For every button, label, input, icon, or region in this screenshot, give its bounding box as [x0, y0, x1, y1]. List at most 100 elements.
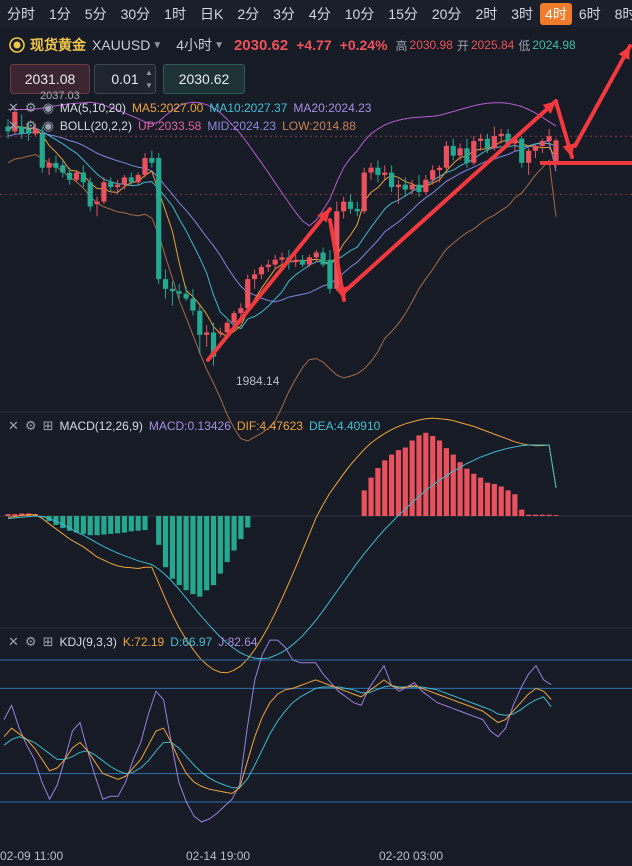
candle-body [272, 259, 278, 265]
candle-body [80, 172, 86, 183]
candle-body [224, 322, 230, 333]
candle-body [430, 170, 436, 180]
j-line [3, 639, 552, 823]
chevron-down-icon[interactable]: ▼ [145, 81, 153, 90]
macd-bar [108, 516, 114, 534]
macd-bar [115, 516, 121, 534]
tab-3[interactable]: 30分 [120, 6, 151, 22]
macd-bar [361, 490, 367, 516]
candle-body [101, 182, 107, 202]
candle-body [512, 138, 518, 144]
tab-11[interactable]: 20分 [431, 6, 462, 22]
macd-bar [505, 490, 511, 516]
tab-4[interactable]: 1时 [164, 6, 186, 22]
open-label: 开 [456, 38, 469, 53]
candle-body [313, 252, 319, 258]
tab-1[interactable]: 1分 [49, 6, 71, 22]
tab-5[interactable]: 日K [199, 6, 224, 22]
candle-body [457, 148, 463, 156]
quantity-stepper[interactable]: ▲ ▼ [144, 66, 154, 92]
close-icon[interactable]: ✕ [8, 118, 19, 133]
quantity-input[interactable]: 0.01 [94, 64, 156, 94]
candle-body [121, 177, 128, 185]
candle-body [498, 133, 504, 137]
candle-body [231, 313, 237, 323]
tab-8[interactable]: 4分 [308, 6, 331, 22]
tab-12[interactable]: 2时 [475, 6, 498, 22]
eye-icon[interactable]: ◉ [42, 118, 54, 133]
candle-body [464, 148, 470, 163]
ma20-value: MA20:2024.23 [293, 101, 372, 115]
candle-body [149, 158, 155, 163]
settings-icon[interactable]: ⚙ [24, 418, 37, 433]
tab-16[interactable]: 8时 [614, 6, 632, 22]
macd-bar [60, 516, 66, 529]
candle-body [87, 182, 93, 207]
chevron-up-icon[interactable]: ▲ [145, 68, 153, 77]
settings-icon[interactable]: ⚙ [24, 634, 37, 649]
candle-body [245, 279, 251, 309]
macd-bar [101, 516, 107, 535]
settings-icon[interactable]: ⚙ [24, 100, 37, 115]
eye-icon[interactable]: ◉ [42, 100, 54, 115]
d-line [3, 685, 552, 789]
tab-2[interactable]: 5分 [84, 6, 107, 22]
candle-body [115, 184, 121, 188]
ma-legend: ✕ ⚙ ◉ MA(5,10,20) MA5:2027.00 MA10:2027.… [8, 100, 377, 116]
tab-13[interactable]: 3时 [511, 6, 534, 22]
macd-bar [526, 514, 532, 516]
period-chevron-icon[interactable]: ▼ [214, 39, 224, 51]
macd-bar [532, 514, 539, 516]
close-icon[interactable]: ✕ [8, 634, 19, 649]
instrument-symbol[interactable]: XAUUSD [92, 37, 151, 53]
tab-14[interactable]: 4时 [540, 3, 572, 25]
annotation-arrow [206, 207, 332, 362]
candle-body [293, 259, 299, 263]
expand-icon[interactable]: ⊞ [42, 634, 54, 649]
buy-button[interactable]: 2030.62 [163, 64, 245, 94]
candle-body [416, 184, 422, 192]
close-icon[interactable]: ✕ [8, 100, 19, 115]
period-selector[interactable]: 4小时 [176, 37, 213, 53]
tab-0[interactable]: 分时 [7, 6, 35, 22]
candle-body [409, 184, 415, 190]
high-label: 高 [395, 38, 408, 53]
candle-body [169, 288, 175, 292]
k-value: K:72.19 [122, 635, 165, 649]
candle-body [327, 259, 333, 289]
expand-icon[interactable]: ⊞ [42, 418, 54, 433]
chevron-down-icon[interactable]: ▼ [152, 39, 163, 51]
close-icon[interactable]: ✕ [8, 418, 19, 433]
tab-7[interactable]: 3分 [273, 6, 295, 22]
annotation-arrow [342, 99, 558, 294]
candle-body [252, 274, 258, 280]
instrument-name[interactable]: 现货黄金 [30, 37, 86, 53]
macd-value: MACD:0.13426 [148, 419, 231, 433]
macd-bar [224, 516, 230, 563]
sell-button[interactable]: 2031.08 [10, 64, 90, 94]
candle-body [135, 174, 141, 183]
annotation-arrowhead [562, 143, 575, 157]
kdj-name: KDJ(9,3,3) [59, 635, 117, 649]
tab-10[interactable]: 15分 [388, 6, 418, 22]
macd-bar [409, 440, 415, 516]
settings-icon[interactable]: ⚙ [24, 118, 37, 133]
k-line [3, 679, 552, 795]
macd-bar [450, 454, 456, 516]
macd-bar [169, 516, 175, 579]
macd-bar [135, 516, 141, 531]
candle-body [491, 136, 497, 149]
macd-bar [73, 516, 80, 533]
macd-bar [471, 473, 477, 516]
macd-bar [457, 462, 463, 516]
candle-body [217, 332, 223, 334]
macd-bar [464, 468, 470, 516]
candle-body [347, 201, 354, 209]
annotation-arrowhead [618, 46, 630, 60]
tab-15[interactable]: 6时 [578, 6, 601, 22]
time-label: 02-09 11:00 [0, 849, 64, 863]
tab-6[interactable]: 2分 [237, 6, 260, 22]
tab-9[interactable]: 10分 [344, 6, 375, 22]
low-price-label: 1984.14 [236, 374, 280, 388]
